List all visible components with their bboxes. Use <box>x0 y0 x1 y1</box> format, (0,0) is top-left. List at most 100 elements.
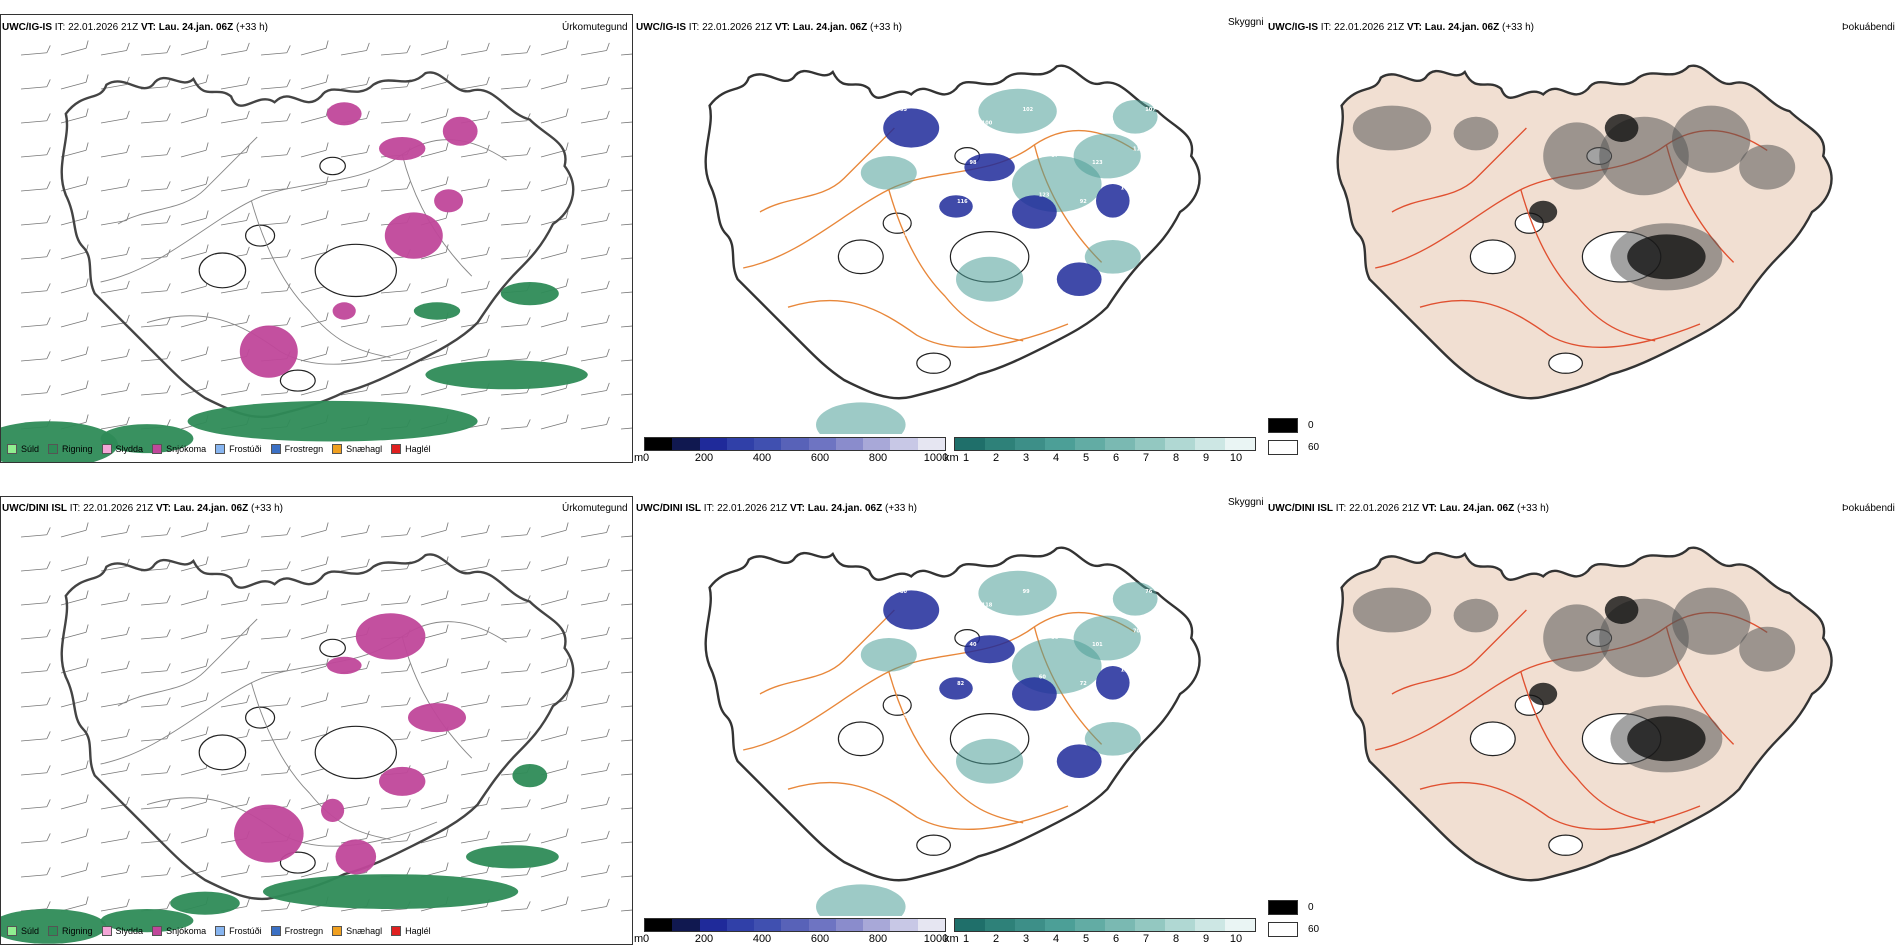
legend-swatch <box>101 926 112 936</box>
legend-item: Súld <box>7 444 39 454</box>
visibility-label: 70 <box>1027 714 1035 720</box>
visibility-label: 102 <box>1023 107 1034 113</box>
legend-item: Frostregn <box>270 444 323 454</box>
visibility-label: 107 <box>1145 107 1156 113</box>
field-name-fog-row2: Þokuábendi <box>1842 503 1895 514</box>
legend-item: Snæhagl <box>332 444 382 454</box>
visibility-panel-row1: 95 73 100 102 137 111 107 202 98 84 87 123 118 107 116… <box>636 14 1266 454</box>
ceiling-colorbar-row1: m 0 200 400 600 800 1000 <box>634 437 948 467</box>
visibility-label: 86 <box>986 707 994 713</box>
visibility-label: 52 <box>1010 628 1018 634</box>
visibility-label: 137 <box>1064 596 1075 602</box>
visibility-label: 119 <box>904 232 915 238</box>
colorbar-tick: 10 <box>1229 933 1243 945</box>
colorbar-tick: 4 <box>1052 452 1060 464</box>
legend-swatch <box>270 926 281 936</box>
legend-swatch <box>215 444 226 454</box>
legend-label: Snæhagl <box>346 444 383 454</box>
colorbar-tick: 9 <box>1202 933 1210 945</box>
colorbar-tick: 10 <box>1229 452 1243 464</box>
legend-item: Slydda <box>101 444 144 454</box>
legend-item: Snjókoma <box>152 926 206 936</box>
precip-map-row1 <box>1 40 632 462</box>
legend-label: Rigning <box>62 444 93 454</box>
fog-panel-row1 <box>1268 14 1900 434</box>
precip-map-row2 <box>1 522 632 944</box>
legend-swatch <box>7 926 17 936</box>
visibility-label: 116 <box>957 199 968 205</box>
legend-item: Slydda <box>101 926 144 936</box>
colorbar-tick: 7 <box>1142 452 1150 464</box>
visibility-colorbar-row2: km 1 2 3 4 5 6 7 8 9 10 <box>944 918 1264 948</box>
visibility-label: 99 <box>998 668 1006 674</box>
visibility-label: 99 <box>1023 589 1031 595</box>
fog-scale-row2: 0 60 <box>1268 896 1319 940</box>
visibility-label: 99 <box>904 714 912 720</box>
fog-scale-label: 0 <box>1308 901 1314 913</box>
colorbar-tick: 6 <box>1112 933 1120 945</box>
legend-swatch <box>332 444 343 454</box>
legend-swatch <box>101 444 112 454</box>
fog-scale-label: 0 <box>1308 419 1314 431</box>
colorbar-unit: km <box>944 452 959 464</box>
colorbar-tick: 3 <box>1022 452 1030 464</box>
legend-item: Rigning <box>48 926 93 936</box>
visibility-label: 76 <box>1145 589 1153 595</box>
colorbar-tick: 2 <box>992 933 1000 945</box>
visibility-label: 91 <box>929 635 937 641</box>
precip-type-panel-row2: Súld Rigning Slydda Snjókoma Frostúði Frostre… <box>0 496 633 945</box>
visibility-label: 60 <box>1039 674 1047 680</box>
visibility-label: 88 <box>945 720 953 726</box>
legend-label: Rigning <box>62 926 93 936</box>
colorbar-tick: 1 <box>962 452 970 464</box>
legend-item: Haglél <box>391 444 431 454</box>
legend-swatch <box>215 926 226 936</box>
colorbar-strip <box>954 918 1256 932</box>
legend-swatch <box>7 444 17 454</box>
visibility-map-row2: 80 80 118 99 137 56 76 91 40 52 56 101 70 80 82 99 60 72 1… <box>704 546 1201 916</box>
colorbar-tick: 1000 <box>923 452 949 464</box>
fog-scale-row: 0 <box>1268 414 1319 436</box>
visibility-label: 80 <box>900 589 908 595</box>
legend-label: Súld <box>21 926 40 936</box>
legend-label: Frostúði <box>229 444 262 454</box>
visibility-map-row1: 95 73 100 102 137 111 107 202 98 84 87 123 118 107 116… <box>704 64 1201 434</box>
visibility-label: 118 <box>1133 146 1144 152</box>
visibility-label: 37 <box>1067 720 1075 726</box>
run-header-row2-a: UWC/DINI ISL IT: 22.01.2026 21Z VT: Lau.… <box>2 503 283 514</box>
legend-item: Rigning <box>48 444 93 454</box>
legend-swatch <box>391 444 402 454</box>
precip-type-panel-row1: Súld Rigning Slydda Snjókoma Frostúði Frostre… <box>0 14 633 463</box>
fog-scale-swatch <box>1268 417 1298 433</box>
colorbar-tick: 1000 <box>923 933 949 945</box>
legend-swatch <box>152 444 163 454</box>
legend-label: Haglél <box>405 926 431 936</box>
colorbar-strip <box>644 437 946 451</box>
colorbar-tick: 8 <box>1172 933 1180 945</box>
legend-label: Slydda <box>115 926 144 936</box>
fog-scale-label: 60 <box>1308 923 1320 935</box>
visibility-label: 105 <box>998 186 1009 192</box>
fog-scale-swatch <box>1268 921 1298 937</box>
visibility-label: 111 <box>1104 121 1115 127</box>
visibility-label: 73 <box>941 114 949 120</box>
legend-label: Slydda <box>115 444 144 454</box>
visibility-label: 72 <box>1080 681 1088 687</box>
legend-label: Frostregn <box>284 926 324 936</box>
fog-scale-label: 60 <box>1308 441 1320 453</box>
fog-scale-swatch <box>1268 439 1298 455</box>
field-name-precip-row2: Úrkomutegund <box>562 503 628 514</box>
visibility-label: 56 <box>1051 635 1059 641</box>
visibility-label: 80 <box>916 674 924 680</box>
visibility-label: 123 <box>1092 160 1103 166</box>
visibility-label: 82 <box>957 681 965 687</box>
precip-legend-row1: Súld Rigning Slydda Snjókoma Frostúði Frostre… <box>7 444 431 454</box>
fog-scale-row: 0 <box>1268 896 1319 918</box>
visibility-label: 100 <box>982 121 993 127</box>
legend-swatch <box>270 444 281 454</box>
colorbar-tick: 800 <box>868 452 888 464</box>
colorbar-tick: 600 <box>810 452 830 464</box>
legend-swatch <box>152 926 163 936</box>
fog-map-row1 <box>1336 64 1833 400</box>
colorbar-tick: 4 <box>1052 933 1060 945</box>
